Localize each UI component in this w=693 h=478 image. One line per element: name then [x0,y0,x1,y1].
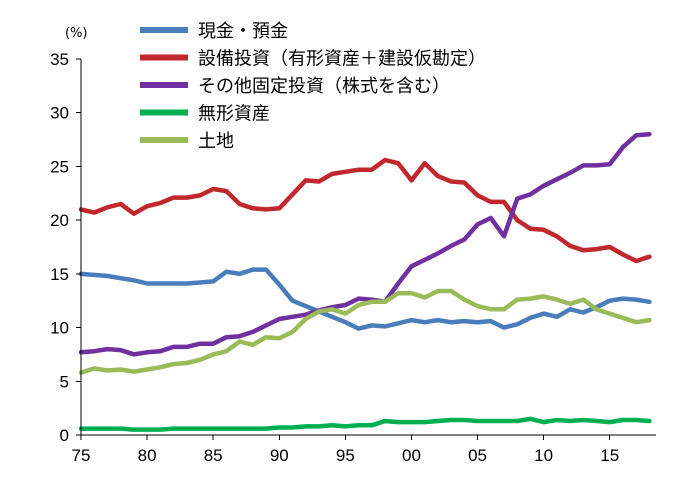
series-line-2 [78,131,652,357]
y-ticks: 0 5 10 15 20 25 30 35 [50,50,81,445]
x-tick-label: 15 [600,446,619,465]
y-tick-label: 10 [50,319,69,338]
x-tick-label: 75 [72,446,91,465]
y-tick-label: 30 [50,104,69,123]
y-unit-label: (%) [65,26,88,41]
axes [80,59,656,436]
x-tick-label: 85 [204,446,223,465]
legend-label-4: 土地 [198,131,234,152]
y-tick-label: 35 [50,50,69,69]
legend-label-1: 設備投資（有形資産＋建設仮勘定） [198,49,486,70]
legend-label-2: その他固定投資（株式を含む） [198,76,450,97]
x-tick-label: 80 [138,446,157,465]
legend-label-0: 現金・預金 [198,21,288,42]
series-line-0 [78,267,652,331]
x-tick-label: 90 [270,446,289,465]
y-tick-label: 0 [60,426,69,445]
x-tick-label: 10 [534,446,553,465]
y-tick-label: 15 [50,265,69,284]
x-tick-label: 00 [402,446,421,465]
series-lines [78,131,652,432]
legend-label-3: 無形資産 [198,104,270,125]
y-tick-label: 25 [50,157,69,176]
y-tick-label: 20 [50,211,69,230]
series-line-4 [78,288,652,375]
x-tick-label: 95 [336,446,355,465]
series-line-3 [78,416,652,432]
series-line-1 [78,157,652,264]
y-tick-label: 5 [60,372,69,391]
x-tick-label: 05 [468,446,487,465]
x-ticks: 75 80 85 90 95 00 05 10 15 [72,435,619,465]
